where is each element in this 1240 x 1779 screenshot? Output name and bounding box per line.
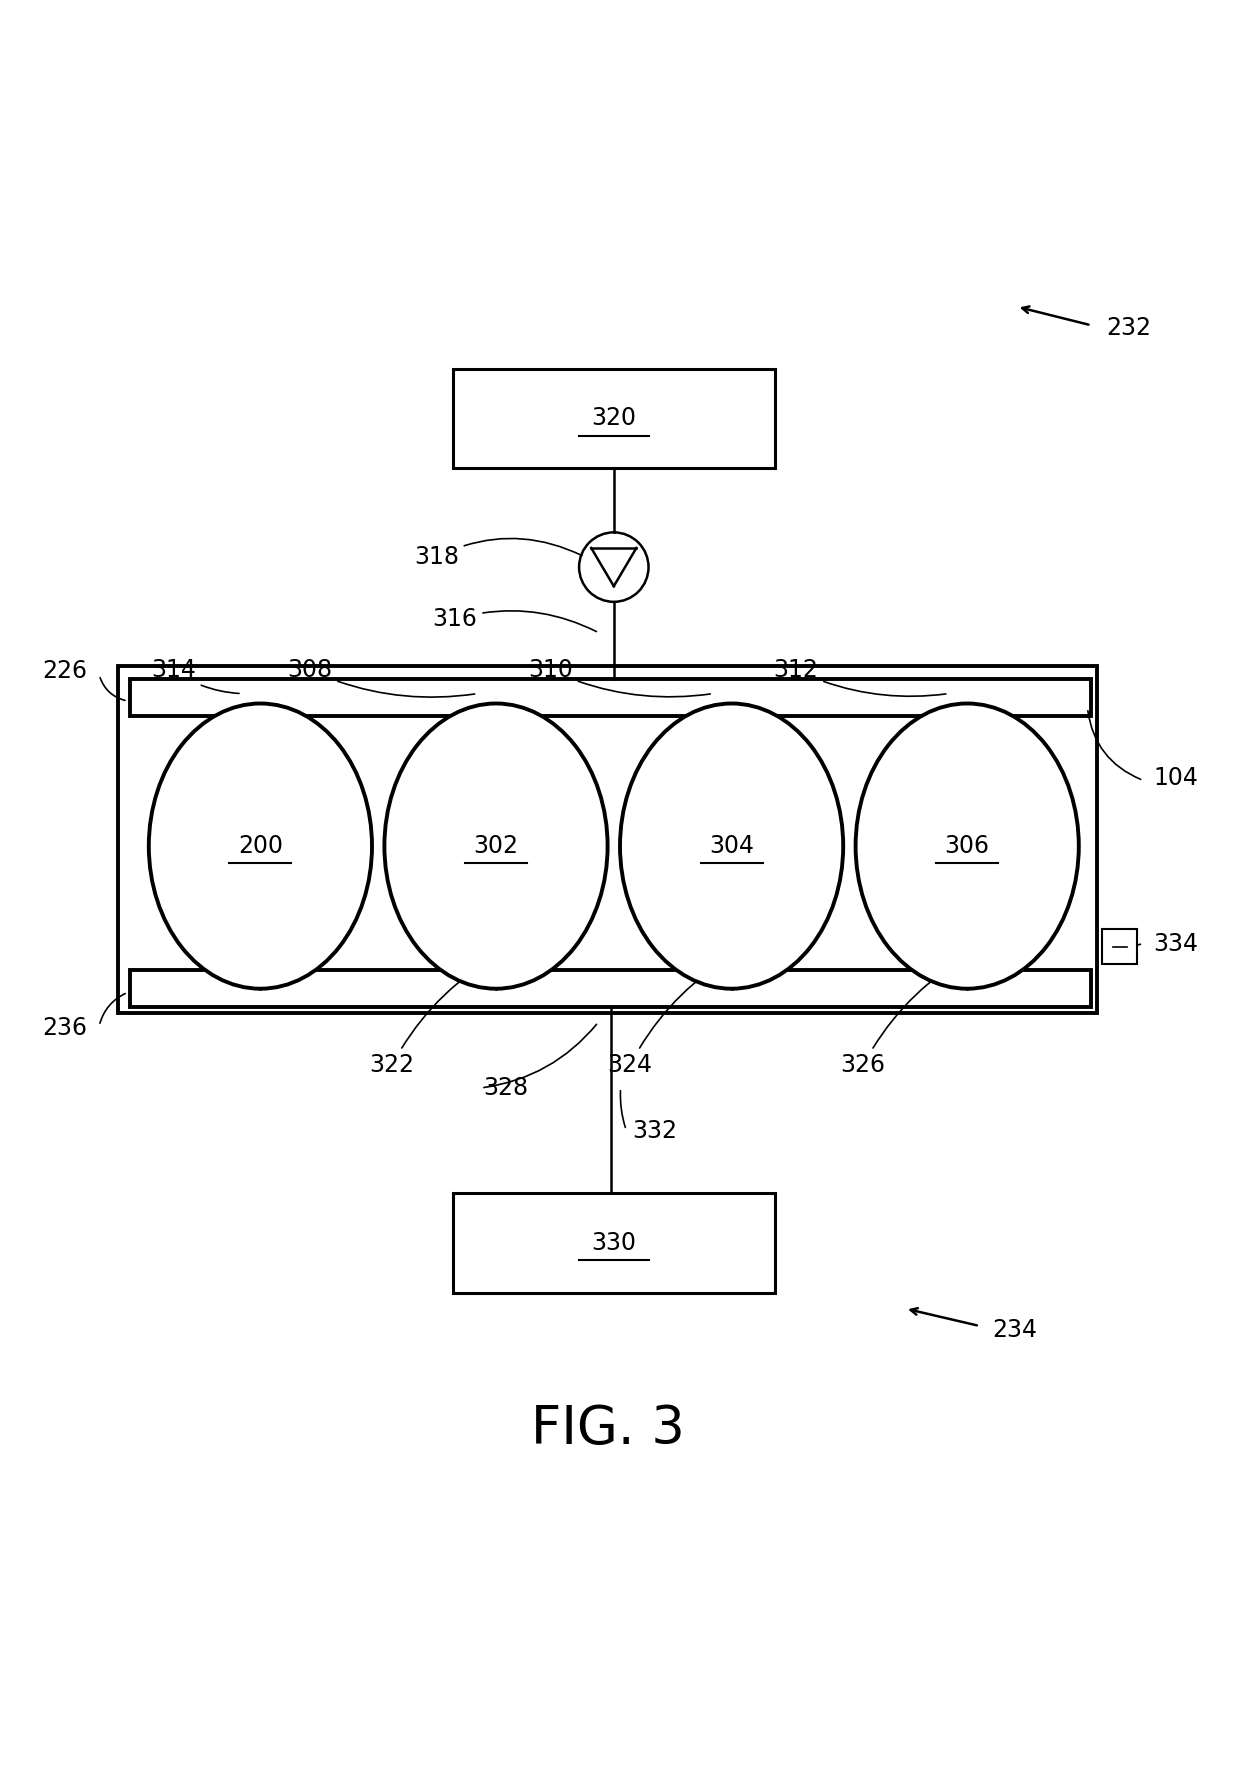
Bar	[453, 368, 775, 468]
Text: 320: 320	[591, 406, 636, 431]
Ellipse shape	[856, 703, 1079, 989]
Text: 234: 234	[992, 1318, 1037, 1341]
Ellipse shape	[620, 703, 843, 989]
Text: 324: 324	[608, 954, 735, 1076]
Text: 318: 318	[414, 539, 582, 569]
Bar	[130, 680, 1091, 715]
Text: 314: 314	[151, 658, 239, 694]
Text: 236: 236	[42, 1016, 87, 1041]
Text: 334: 334	[1153, 932, 1198, 955]
Text: 322: 322	[370, 954, 500, 1076]
Bar	[130, 970, 1091, 1007]
Text: 308: 308	[288, 658, 475, 697]
Text: 310: 310	[528, 658, 711, 697]
Text: 302: 302	[474, 834, 518, 857]
Text: 226: 226	[42, 660, 87, 683]
Text: FIG. 3: FIG. 3	[531, 1404, 684, 1455]
Text: 316: 316	[433, 607, 596, 632]
Text: 332: 332	[632, 1119, 677, 1144]
Ellipse shape	[384, 703, 608, 989]
Text: 232: 232	[1106, 317, 1151, 340]
Text: 330: 330	[591, 1231, 636, 1254]
Text: 328: 328	[484, 1076, 528, 1099]
Bar	[1102, 929, 1137, 964]
Ellipse shape	[149, 703, 372, 989]
Bar	[118, 667, 1097, 1014]
Bar	[453, 1194, 775, 1293]
Text: 312: 312	[774, 658, 946, 696]
Text: 104: 104	[1153, 767, 1198, 790]
Text: 306: 306	[945, 834, 990, 857]
Text: 304: 304	[709, 834, 754, 857]
Text: 200: 200	[238, 834, 283, 857]
Text: 326: 326	[841, 954, 971, 1076]
